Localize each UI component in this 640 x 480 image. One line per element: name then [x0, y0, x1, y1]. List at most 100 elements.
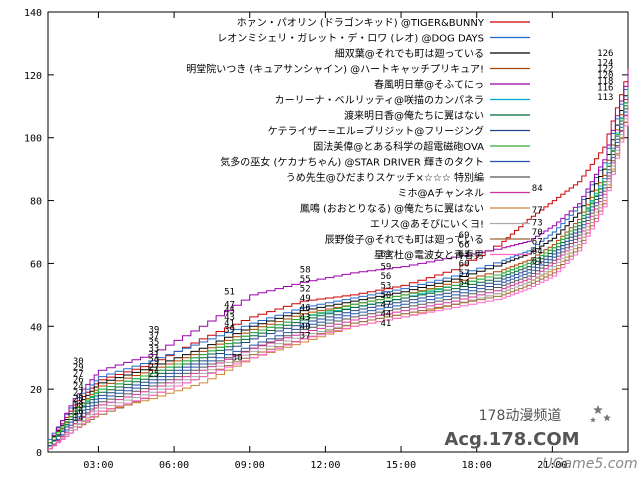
legend-entry-label: 細双葉@それでも町は廻っている: [335, 47, 484, 60]
watermark-line-2: Acg.178.COM: [444, 429, 579, 450]
series-line-16: [48, 109, 629, 450]
data-label: 49: [300, 294, 311, 304]
star-icon: [590, 417, 596, 423]
data-label: 47: [224, 300, 235, 310]
x-tick-label: 06:00: [159, 460, 189, 471]
data-label: 55: [300, 275, 311, 285]
data-label: 20: [73, 395, 84, 405]
data-label: 37: [300, 332, 311, 342]
data-label: 43: [224, 313, 235, 323]
y-tick-label: 0: [36, 448, 42, 459]
legend-entry-label: 固法美偉@とある科学の超電磁砲OVA: [313, 140, 484, 153]
data-label: 70: [532, 228, 543, 238]
series-line-3: [48, 81, 629, 444]
legend-entry-label: ホァン・パオリン (ドラゴンキッド) @TIGER&BUNNY: [237, 16, 485, 29]
x-tick-label: 21:00: [537, 460, 567, 471]
x-tick-label: 12:00: [310, 460, 340, 471]
plot-frame: [47, 11, 629, 453]
watermark-corner: UGame5.com: [542, 456, 637, 472]
data-label: 67: [532, 237, 543, 247]
series-line-11: [48, 100, 629, 450]
data-label: 40: [300, 322, 311, 332]
data-label: 122: [597, 65, 613, 75]
legend-group: ホァン・パオリン (ドラゴンキッド) @TIGER&BUNNY レオンミシェリ・ガ…: [186, 16, 530, 262]
legend-entry-label: うめ先生@ひだまりスケッチ×☆☆☆ 特別編: [286, 171, 484, 184]
data-label: 113: [597, 93, 613, 103]
y-tick-label: 20: [30, 385, 42, 396]
series-line-8: [48, 93, 629, 447]
x-tick-label: 18:00: [462, 460, 492, 471]
watermark-line-1: 178动漫频道: [479, 408, 562, 424]
y-tick-label: 40: [30, 322, 42, 333]
data-label: 59: [380, 263, 391, 273]
data-label: 41: [380, 319, 391, 329]
data-label: 52: [300, 285, 311, 295]
legend-entry-label: エリス@あそびにいくヨ!: [370, 219, 484, 231]
data-label: 73: [532, 219, 543, 229]
data-label: 84: [532, 184, 543, 194]
data-label: 45: [224, 307, 235, 317]
data-label: 41: [224, 319, 235, 329]
series-line-1: [48, 68, 629, 444]
data-label: 14: [73, 413, 84, 423]
legend-entry-label: 明堂院いつき (キュアサンシャイン) @ハートキャッチプリキュア!: [186, 63, 484, 76]
data-label: 63: [459, 250, 470, 260]
x-tick-label: 15:00: [386, 460, 416, 471]
series-line-10: [48, 96, 629, 450]
data-label: 57: [459, 269, 470, 279]
legend-entry-label: ミホ@Aチャンネル: [397, 188, 484, 200]
data-label: 27: [148, 363, 159, 373]
x-tick-label: 03:00: [83, 460, 113, 471]
x-tick-label: 09:00: [235, 460, 265, 471]
data-label: 29: [73, 363, 84, 373]
y-tick-label: 80: [30, 197, 42, 208]
data-label: 35: [148, 338, 159, 348]
data-label: 61: [532, 256, 543, 266]
data-label: 120: [597, 71, 613, 81]
data-label: 25: [148, 369, 159, 379]
data-label: 16: [73, 407, 84, 417]
y-tick-label: 60: [30, 259, 42, 270]
data-label: 53: [380, 281, 391, 291]
legend-entry-label: ケテライザー=エル=ブリジット@フリージング: [268, 125, 484, 138]
data-label: 27: [73, 369, 84, 379]
series-line-12: [48, 100, 629, 450]
data-label: 116: [597, 83, 613, 93]
series-line-5: [48, 71, 629, 444]
star-icon: [593, 405, 603, 414]
series-line-2: [48, 74, 629, 440]
data-label: 22: [73, 388, 84, 398]
watermark-group: 178动漫频道 Acg.178.COM UGame5.com: [444, 405, 638, 472]
series-line-9: [48, 87, 629, 444]
star-icon: [603, 414, 611, 422]
data-label: 54: [459, 278, 470, 288]
data-label: 56: [380, 272, 391, 282]
data-label: 58: [300, 266, 311, 276]
data-label: 126: [597, 49, 613, 59]
data-label: 39: [224, 325, 235, 335]
data-label: 64: [532, 247, 543, 257]
legend-entry-label: 春風明日華@そふてにっ: [374, 79, 484, 91]
data-label: 18: [73, 401, 84, 411]
data-label: 29: [148, 357, 159, 367]
data-label: 51: [224, 288, 235, 298]
data-label: 30: [73, 357, 84, 367]
data-label: 118: [597, 77, 613, 87]
legend-entry-label: 渡来明日香@俺たちに翼はない: [344, 109, 484, 122]
y-tick-label: 120: [24, 71, 42, 82]
data-label: 66: [459, 241, 470, 251]
series-group: [48, 68, 629, 450]
data-label: 63: [380, 250, 391, 260]
y-tick-label: 140: [24, 8, 42, 19]
legend-entry-label: 辰野俊子@それでも町は廻っている: [325, 233, 484, 246]
data-label: 46: [300, 303, 311, 313]
legend-entry-label: 鳳鳴 (おおとりなる) @俺たちに翼はない: [300, 202, 484, 215]
legend-entry-label: レオンミシェリ・ガレット・デ・ロワ (レオ) @DOG DAYS: [217, 32, 484, 45]
data-label: 37: [148, 332, 159, 342]
data-label: 69: [459, 231, 470, 241]
data-label: 124: [597, 58, 613, 68]
data-label: 43: [300, 313, 311, 323]
legend-entry-label: カーリーナ・ベルリッティ@咲描のカンパネラ: [275, 94, 484, 107]
